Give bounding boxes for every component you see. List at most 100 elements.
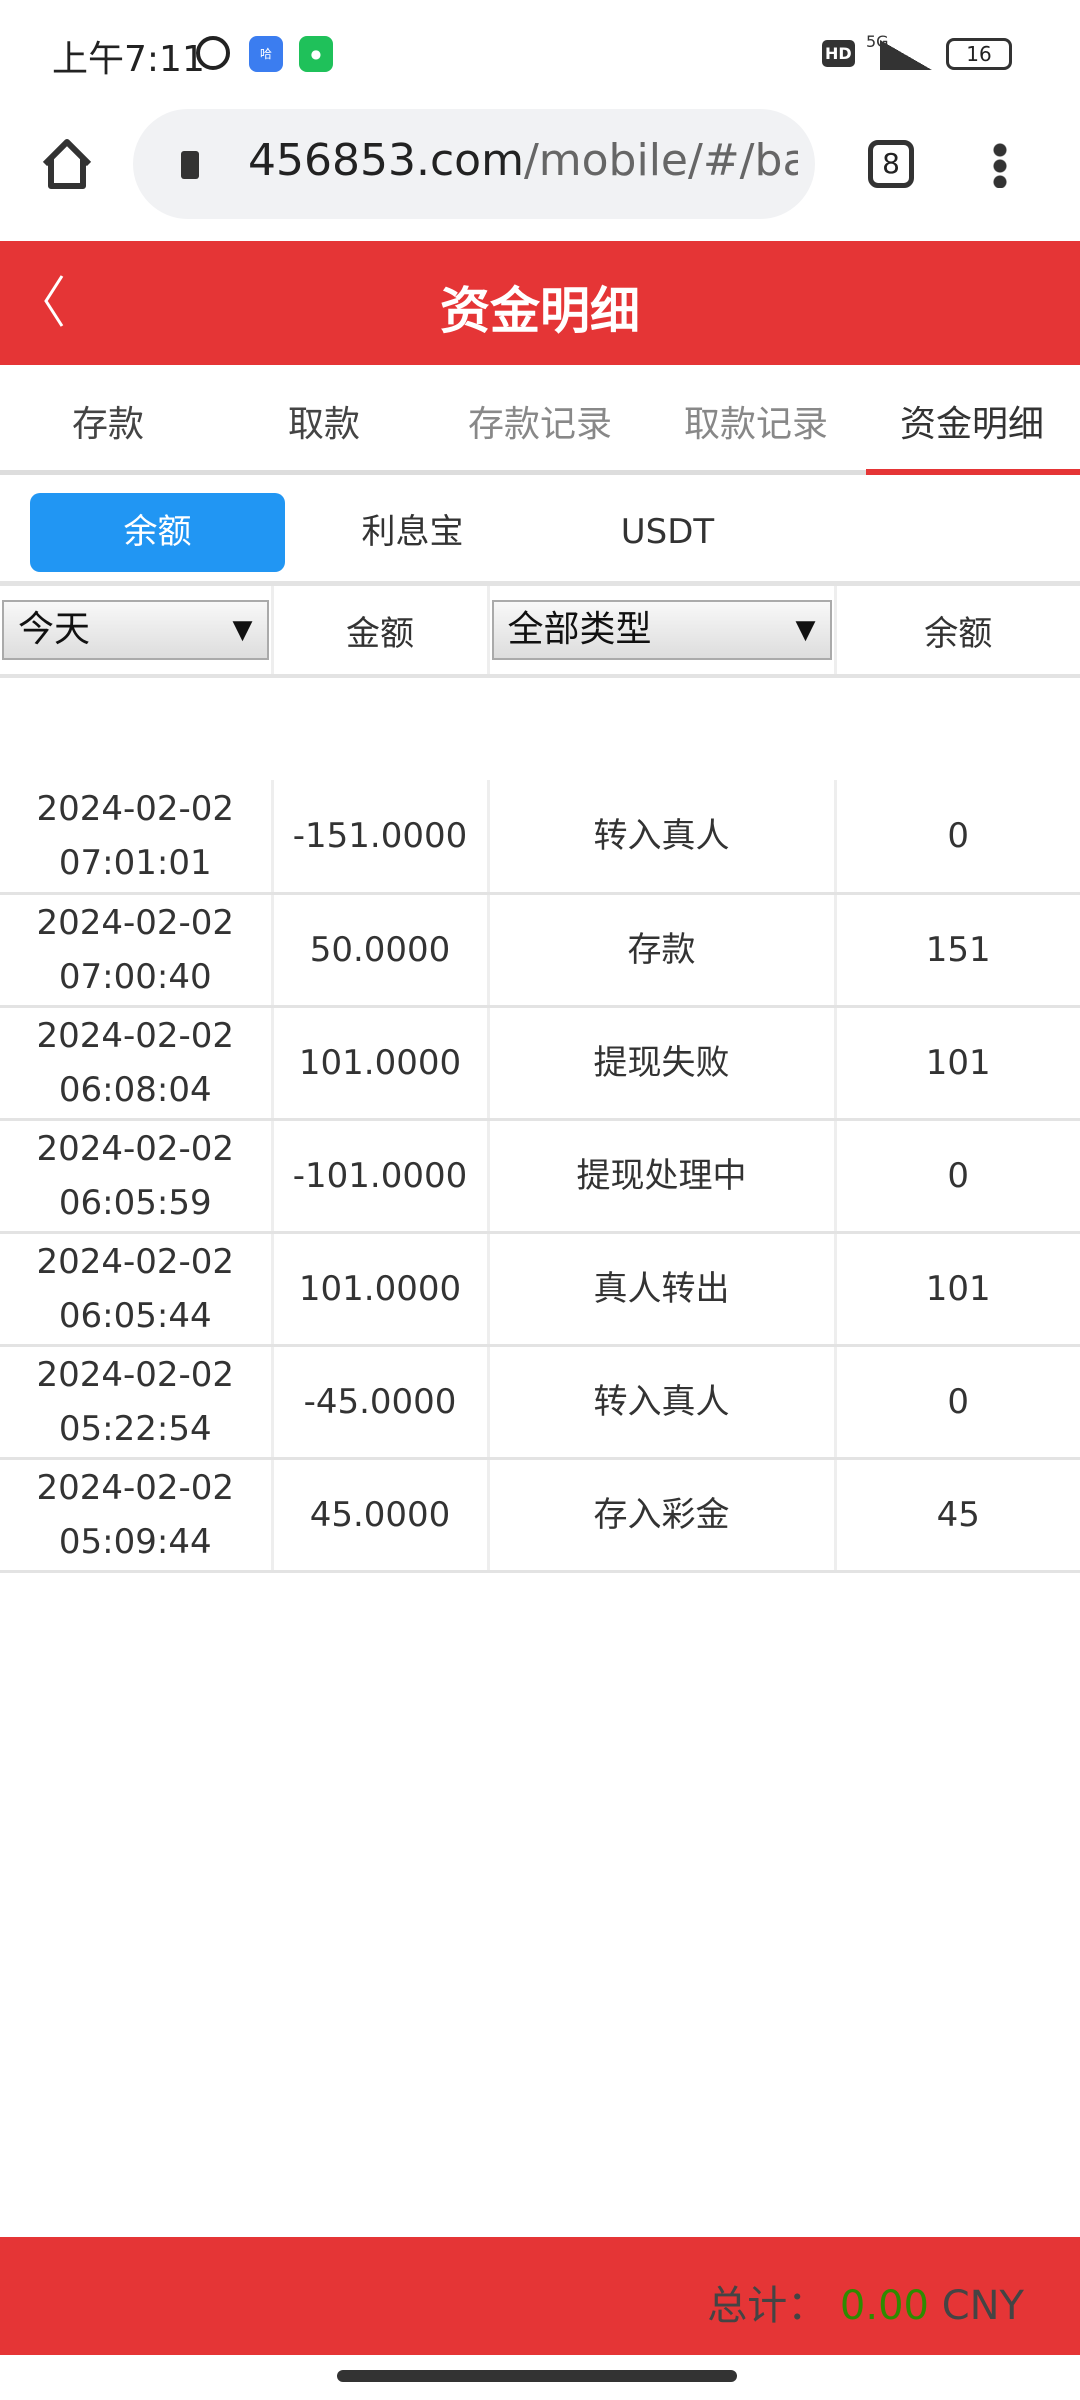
tab-count: 8 (882, 147, 900, 180)
row-time: 05:09:44 (58, 1521, 212, 1562)
tab-fund-details[interactable]: 资金明细 (899, 404, 1044, 445)
balance-header: 余额 (835, 586, 1080, 678)
dropdown-arrow-icon: ▼ (795, 615, 816, 645)
row-date: 2024-02-02 (36, 1467, 235, 1508)
address-bar[interactable]: 456853.com/mobile/#/bar (133, 109, 815, 219)
type-cell: 提现失败 (488, 1006, 837, 1121)
datetime-cell: 2024-02-02 07:01:01 (0, 780, 274, 895)
battery-icon: 16 (946, 38, 1012, 70)
type-filter-cell: 全部类型 ▼ (488, 586, 837, 678)
datetime-cell: 2024-02-02 05:22:54 (0, 1345, 274, 1460)
url-path: /mobile/#/bar (523, 135, 798, 186)
row-time: 06:08:04 (58, 1069, 212, 1110)
row-time: 06:05:44 (58, 1295, 212, 1336)
row-date: 2024-02-02 (36, 1128, 235, 1169)
type-filter-select[interactable]: 全部类型 ▼ (491, 600, 832, 660)
amount-cell: 45.0000 (272, 1458, 490, 1573)
hd-icon: HD (822, 40, 855, 67)
page-title: 资金明细 (440, 282, 640, 340)
fund-details-table: 今天 ▼ 金额 全部类型 ▼ 余额 2024-02-02 07:01:01 -151.… (0, 586, 1080, 1573)
total-summary: 总计： 0.00 CNY (707, 2273, 1024, 2331)
datetime-cell: 2024-02-02 05:09:44 (0, 1458, 274, 1573)
tab-deposit[interactable]: 存款 (71, 404, 144, 445)
table-row: 2024-02-02 06:05:59 -101.0000 提现处理中 0 (0, 1119, 1080, 1234)
row-time: 07:01:01 (58, 842, 212, 883)
balance-cell: 151 (835, 893, 1080, 1008)
tab-deposit-records[interactable]: 存款记录 (467, 404, 612, 445)
row-date: 2024-02-02 (36, 1241, 235, 1282)
dropdown-arrow-icon: ▼ (232, 615, 253, 645)
subtab-interest[interactable]: 利息宝 (361, 512, 464, 552)
datetime-cell: 2024-02-02 06:05:59 (0, 1119, 274, 1234)
date-filter-cell: 今天 ▼ (0, 586, 274, 678)
type-cell: 存入彩金 (488, 1458, 837, 1573)
tab-withdraw-records[interactable]: 取款记录 (683, 404, 828, 445)
datetime-cell: 2024-02-02 06:08:04 (0, 1006, 274, 1121)
subtab-usdt[interactable]: USDT (620, 512, 715, 552)
table-row: 2024-02-02 05:09:44 45.0000 存入彩金 45 (0, 1458, 1080, 1573)
home-icon (42, 139, 92, 189)
subtab-balance[interactable]: 余额 (30, 493, 285, 572)
battery-level: 16 (966, 42, 992, 66)
balance-cell: 0 (835, 1345, 1080, 1460)
row-date: 2024-02-02 (36, 902, 235, 943)
type-cell: 提现处理中 (488, 1119, 837, 1234)
alarm-icon (196, 36, 230, 70)
row-time: 06:05:59 (58, 1182, 212, 1223)
sub-tabs: 余额 利息宝 USDT (0, 478, 1080, 586)
type-cell: 转入真人 (488, 1345, 837, 1460)
lock-icon (181, 151, 199, 179)
amount-cell: 50.0000 (272, 893, 490, 1008)
total-label: 总计： (707, 2283, 828, 2329)
home-button[interactable] (40, 138, 94, 190)
back-button[interactable] (36, 271, 76, 331)
tab-withdraw[interactable]: 取款 (287, 404, 360, 445)
chevron-left-icon (44, 275, 64, 327)
datetime-cell: 2024-02-02 07:00:40 (0, 893, 274, 1008)
row-time: 05:22:54 (58, 1408, 212, 1449)
wechat-icon: ● (299, 36, 333, 72)
table-row: 2024-02-02 05:22:54 -45.0000 转入真人 0 (0, 1345, 1080, 1460)
url-host: 456853.com (248, 135, 524, 186)
date-filter-value: 今天 (18, 609, 91, 650)
table-row: 2024-02-02 07:00:40 50.0000 存款 151 (0, 893, 1080, 1008)
amount-cell: 101.0000 (272, 1232, 490, 1347)
url-text[interactable]: 456853.com/mobile/#/bar (248, 135, 798, 186)
total-value: 0.00 (839, 2283, 929, 2329)
amount-cell: -151.0000 (272, 780, 490, 895)
balance-cell: 101 (835, 1006, 1080, 1121)
main-tabs: 存款 取款 存款记录 取款记录 资金明细 (0, 365, 1080, 475)
type-cell: 存款 (488, 893, 837, 1008)
amount-cell: -45.0000 (272, 1345, 490, 1460)
table-header: 今天 ▼ 金额 全部类型 ▼ 余额 (0, 586, 1080, 678)
table-row: 2024-02-02 06:05:44 101.0000 真人转出 101 (0, 1232, 1080, 1347)
row-date: 2024-02-02 (36, 1015, 235, 1056)
signal-icon (880, 40, 932, 70)
balance-cell: 45 (835, 1458, 1080, 1573)
type-cell: 转入真人 (488, 780, 837, 895)
row-time: 07:00:40 (58, 956, 212, 997)
table-row: 2024-02-02 07:01:01 -151.0000 转入真人 0 (0, 780, 1080, 895)
balance-cell: 0 (835, 1119, 1080, 1234)
status-bar: 上午7:11 哈 ● HD 5G 16 (0, 0, 1080, 110)
balance-cell: 101 (835, 1232, 1080, 1347)
amount-cell: 101.0000 (272, 1006, 490, 1121)
type-cell: 真人转出 (488, 1232, 837, 1347)
balance-cell: 0 (835, 780, 1080, 895)
tab-switcher-button[interactable]: 8 (868, 140, 914, 188)
type-filter-value: 全部类型 (507, 609, 652, 650)
table-row: 2024-02-02 06:08:04 101.0000 提现失败 101 (0, 1006, 1080, 1121)
amount-header: 金额 (272, 586, 490, 678)
amount-cell: -101.0000 (272, 1119, 490, 1234)
more-menu-icon[interactable] (992, 142, 1008, 188)
date-filter-select[interactable]: 今天 ▼ (2, 600, 269, 660)
datetime-cell: 2024-02-02 06:05:44 (0, 1232, 274, 1347)
active-tab-indicator (866, 469, 1080, 475)
total-currency: CNY (941, 2283, 1024, 2329)
app-notification-icon: 哈 (249, 36, 283, 72)
page-header: 资金明细 (0, 241, 1080, 365)
row-date: 2024-02-02 (36, 1354, 235, 1395)
row-date: 2024-02-02 (36, 788, 235, 829)
clock: 上午7:11 (52, 39, 205, 80)
gesture-bar[interactable] (337, 2370, 737, 2382)
